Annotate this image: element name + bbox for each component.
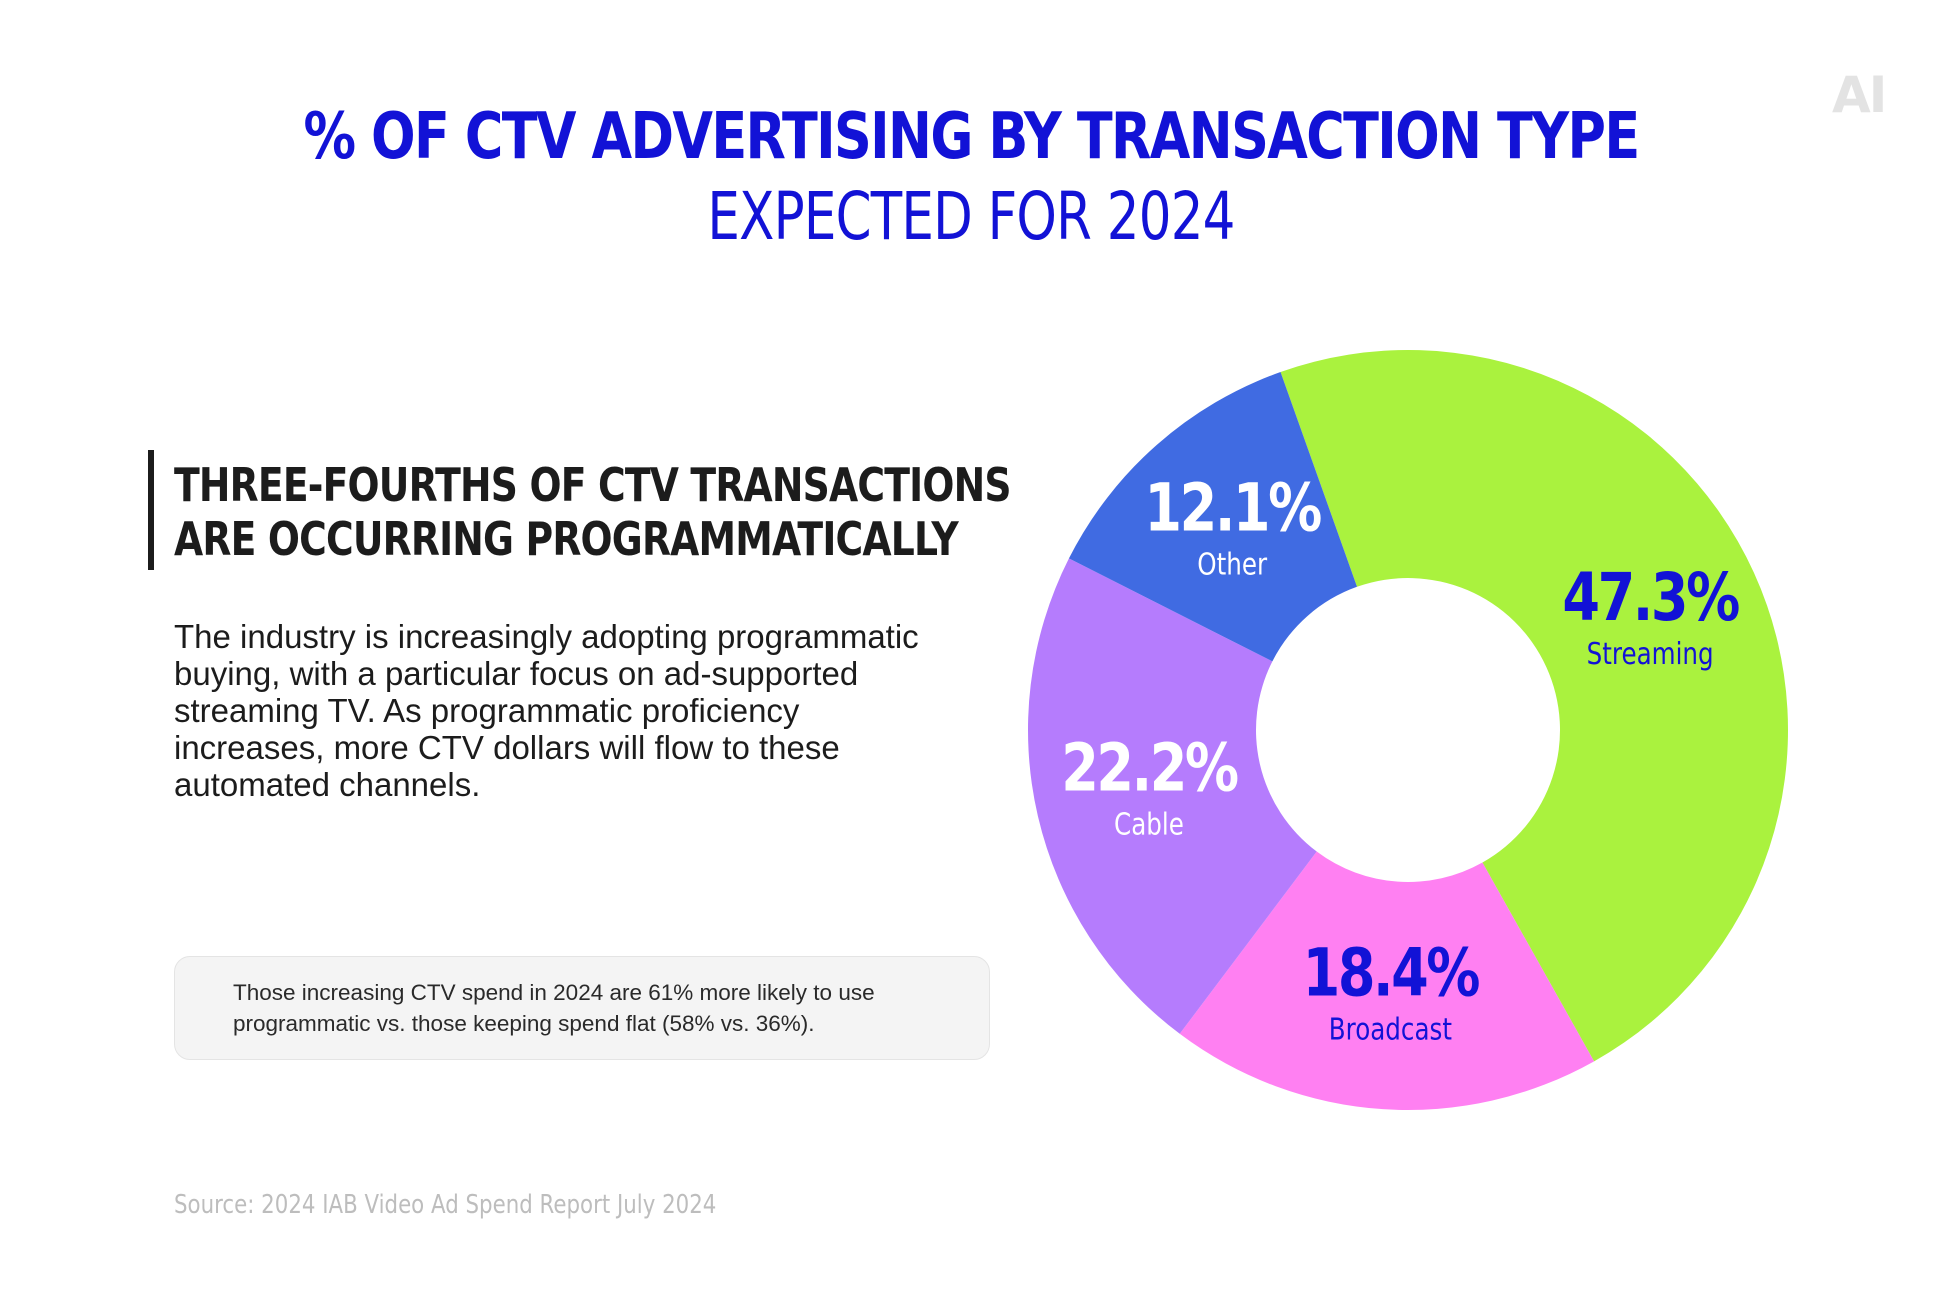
slice-label-broadcast: Broadcast (1329, 1013, 1452, 1047)
slice-label-cable: Cable (1114, 808, 1184, 842)
headline: THREE-FOURTHS OF CTV TRANSACTIONS ARE OC… (174, 458, 1012, 566)
donut-slice-cable (1028, 558, 1317, 1034)
slice-value-streaming: 47.3% (1562, 560, 1739, 637)
slice-label-streaming: Streaming (1587, 638, 1714, 672)
slice-label-other: Other (1197, 548, 1267, 582)
headline-line-2: ARE OCCURRING PROGRAMMATICALLY (174, 512, 959, 566)
slice-value-other: 12.1% (1144, 470, 1321, 547)
callout-note-text: Those increasing CTV spend in 2024 are 6… (233, 980, 875, 1036)
callout-note: Those increasing CTV spend in 2024 are 6… (174, 956, 990, 1060)
headline-accent-bar (148, 450, 154, 570)
source-note: Source: 2024 IAB Video Ad Spend Report J… (174, 1190, 717, 1220)
donut-slice-other (1068, 372, 1358, 662)
chart-subtitle: EXPECTED FOR 2024 (707, 178, 1235, 255)
donut-slice-streaming (1280, 350, 1789, 1062)
chart-title: % OF CTV ADVERTISING BY TRANSACTION TYPE (303, 100, 1640, 174)
body-paragraph: The industry is increasingly adopting pr… (174, 618, 919, 803)
donut-slice-broadcast (1179, 851, 1595, 1111)
brand-logo: AI (1832, 66, 1887, 124)
slice-value-broadcast: 18.4% (1303, 935, 1480, 1012)
slice-value-cable: 22.2% (1061, 730, 1238, 807)
